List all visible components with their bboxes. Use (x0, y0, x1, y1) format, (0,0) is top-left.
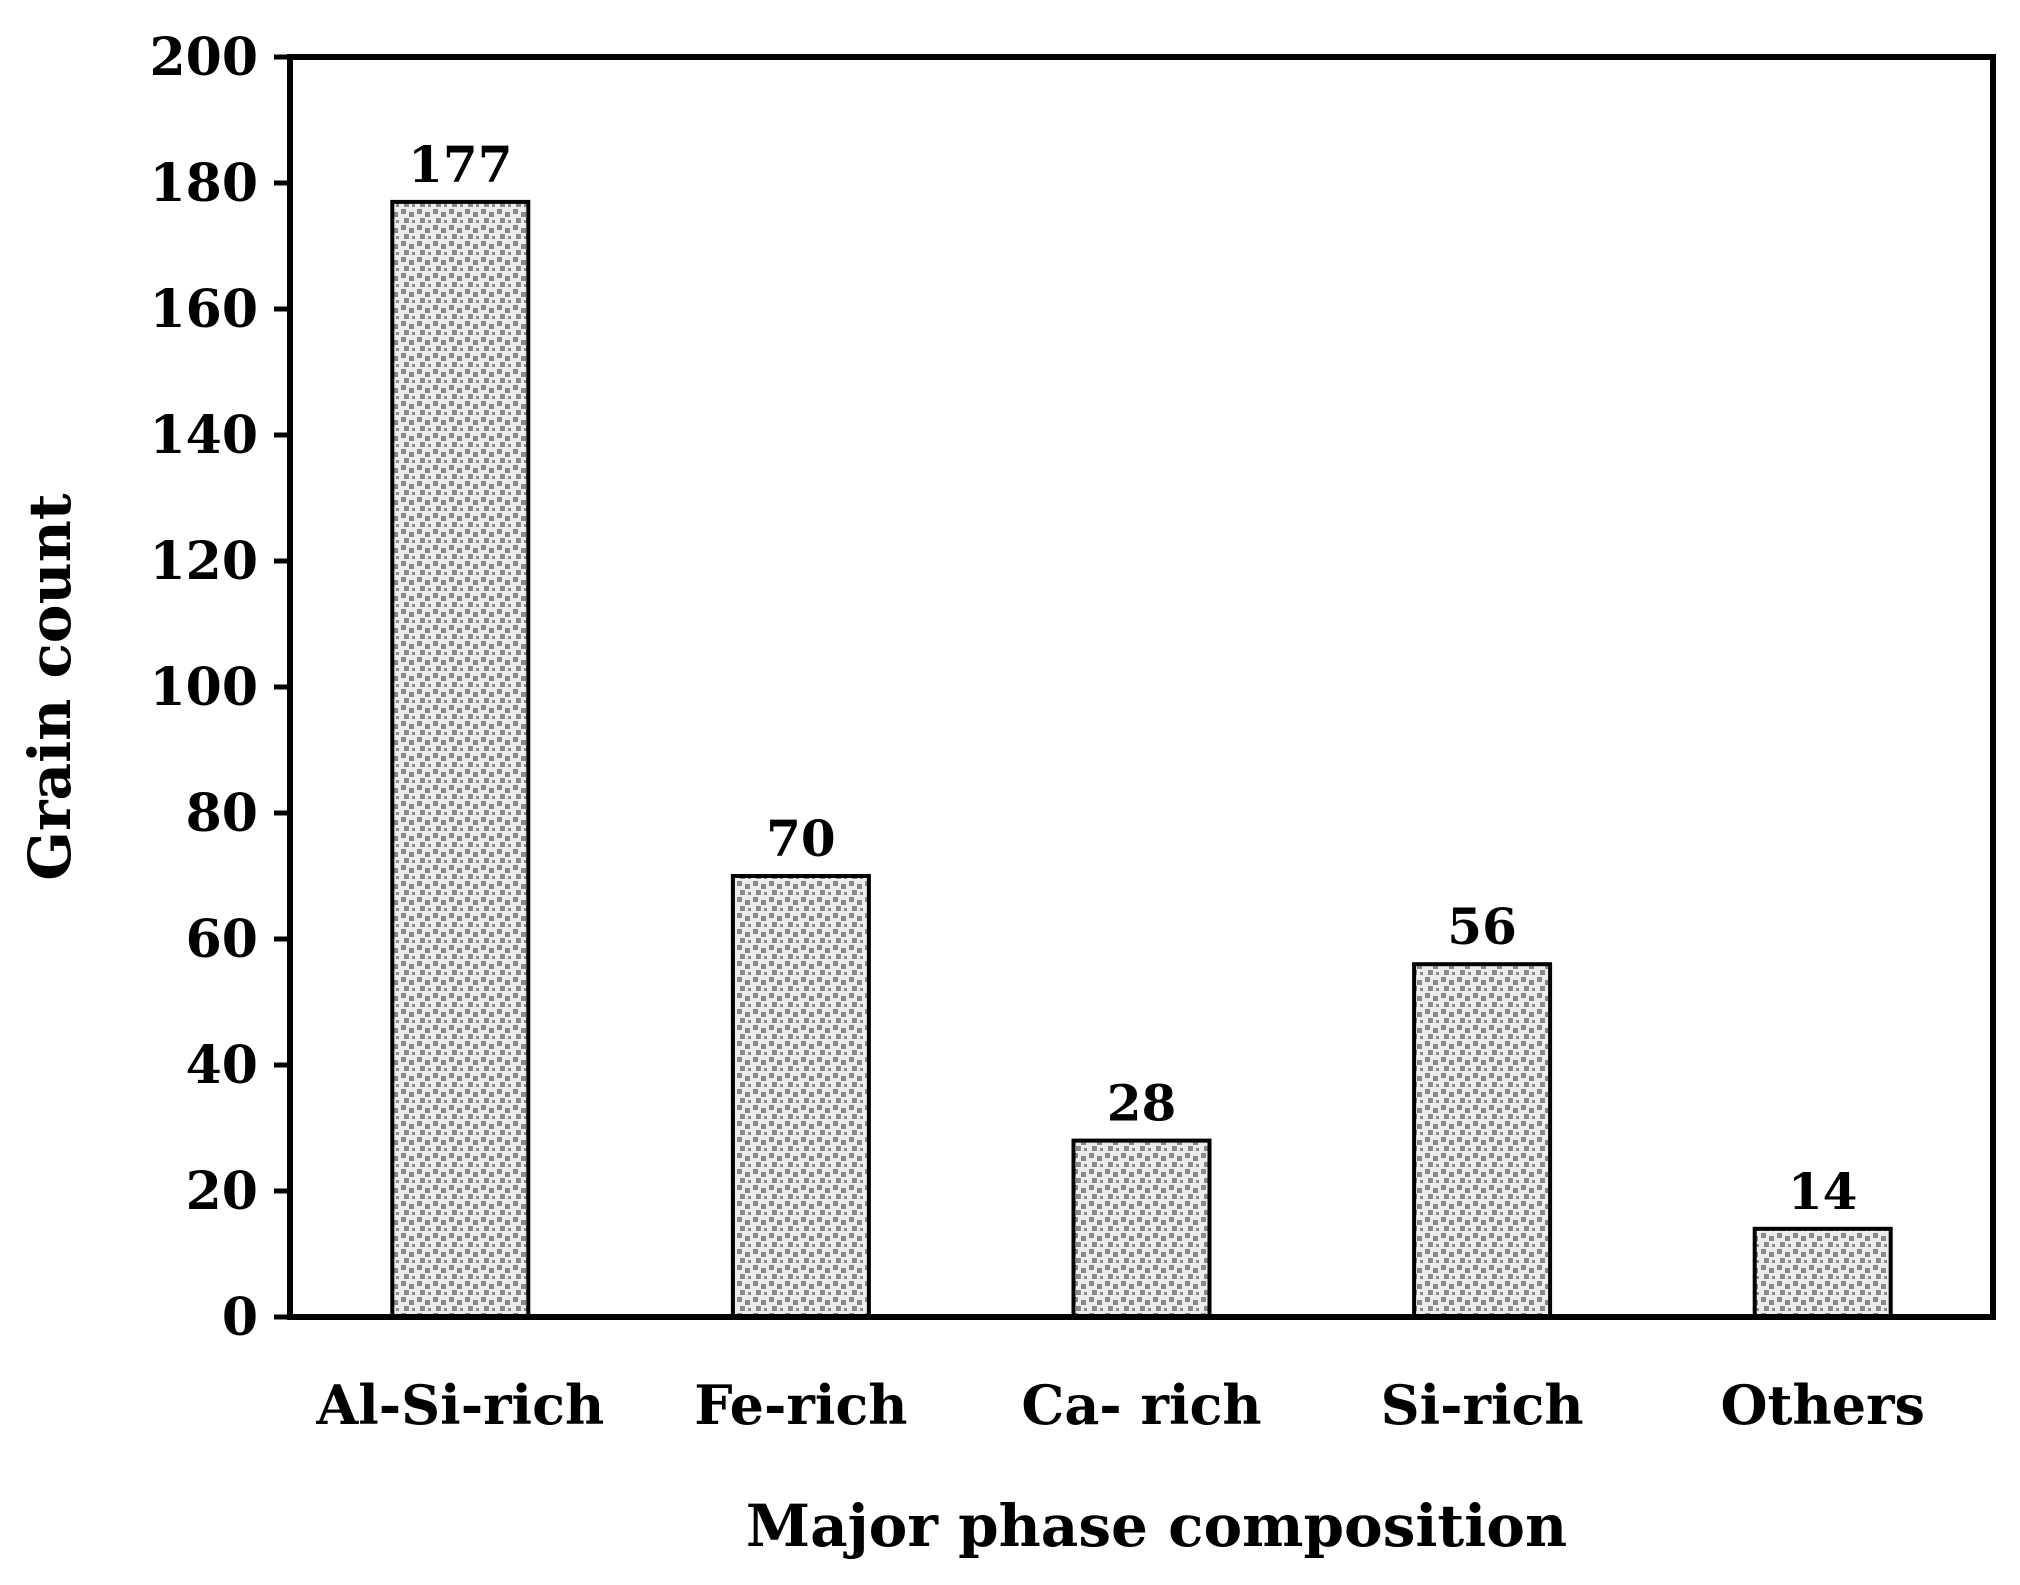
bar-data-label: 177 (408, 135, 512, 194)
y-tick-label: 120 (149, 531, 258, 592)
y-tick-label: 100 (149, 657, 258, 718)
y-tick-label: 40 (186, 1035, 258, 1096)
plot-area-frame (287, 54, 1996, 1320)
x-category-label: Si-rich (1381, 1373, 1584, 1437)
y-tick-label: 180 (149, 153, 258, 214)
y-axis-title: Grain count (16, 493, 84, 880)
bars-group (390, 199, 1893, 1320)
y-tick-label: 80 (186, 783, 258, 844)
bar-data-label: 56 (1447, 897, 1517, 956)
x-category-label: Ca- rich (1021, 1373, 1261, 1437)
data-labels: 177 70 28 56 14 (408, 135, 1857, 1221)
bar (1071, 1138, 1212, 1319)
bar (390, 199, 531, 1319)
y-tick-label: 0 (222, 1287, 258, 1348)
x-axis-title: Major phase composition (746, 1492, 1567, 1560)
x-category-label: Al-Si-rich (315, 1373, 604, 1437)
y-axis-ticks: 0 20 40 60 80 100 120 140 160 180 200 (149, 27, 290, 1348)
bar-data-label: 70 (766, 809, 836, 868)
bar (1412, 962, 1553, 1319)
y-tick-label: 140 (149, 405, 258, 466)
y-tick-label: 160 (149, 279, 258, 340)
x-axis-labels: Al-Si-rich Fe-rich Ca- rich Si-rich Others (315, 1373, 1925, 1437)
x-category-label: Others (1720, 1373, 1924, 1437)
x-category-label: Fe-rich (694, 1373, 907, 1437)
y-tick-label: 20 (186, 1161, 258, 1222)
y-tick-label: 200 (149, 27, 258, 88)
y-tick-label: 60 (186, 909, 258, 970)
bar (730, 874, 871, 1319)
bar (1752, 1226, 1893, 1320)
bar-data-label: 14 (1788, 1162, 1858, 1221)
bar-data-label: 28 (1107, 1074, 1177, 1133)
